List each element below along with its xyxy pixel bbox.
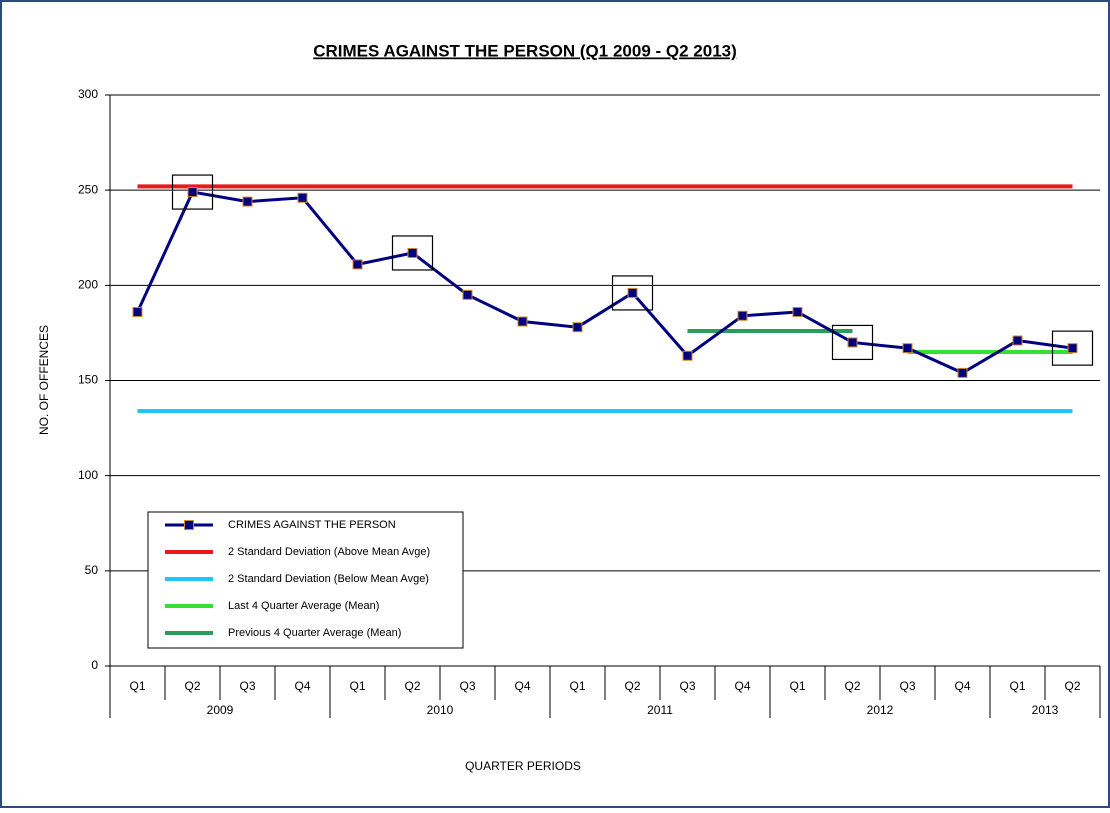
y-tick-label: 0 [91,658,98,672]
marker [627,287,638,298]
marker [462,289,473,300]
y-axis-label: NO. OF OFFENCES [37,325,51,435]
x-axis-label: QUARTER PERIODS [465,759,581,773]
marker [242,196,253,207]
x-tick-label: Q2 [844,679,860,693]
y-tick-label: 250 [78,182,98,196]
group-label: 2009 [207,703,234,717]
y-tick-label: 200 [78,278,98,292]
highlight-box [611,275,654,311]
legend-label: CRIMES AGAINST THE PERSON [228,519,396,531]
x-tick-label: Q3 [679,679,695,693]
y-tick-label: 100 [78,468,98,482]
x-tick-label: Q1 [349,679,365,693]
x-tick-label: Q2 [1064,679,1080,693]
series-line [136,190,1073,375]
x-tick-label: Q1 [789,679,805,693]
group-label: 2011 [647,703,673,717]
x-tick-label: Q1 [569,679,585,693]
highlight-box [171,174,214,210]
chart-title: CRIMES AGAINST THE PERSON (Q1 2009 - Q2 … [313,41,737,60]
highlight-box [391,235,434,271]
legend-label: Last 4 Quarter Average (Mean) [228,600,379,612]
marker [1067,343,1078,354]
legend-label: 2 Standard Deviation (Above Mean Avge) [228,546,430,558]
highlight-box [1051,330,1094,366]
legend-label: Previous 4 Quarter Average (Mean) [228,627,401,639]
marker [352,259,363,270]
marker [297,192,308,203]
group-label: 2013 [1032,703,1059,717]
group-label: 2010 [427,703,454,717]
y-tick-label: 300 [78,87,98,101]
marker [517,316,528,327]
x-tick-label: Q1 [129,679,145,693]
group-label: 2012 [867,703,894,717]
x-tick-label: Q2 [624,679,640,693]
marker [957,367,968,378]
marker [682,350,693,361]
x-tick-label: Q4 [294,679,310,693]
highlight-box [831,324,874,361]
x-tick-label: Q1 [1009,679,1025,693]
marker [1012,335,1023,346]
x-tick-label: Q3 [459,679,475,693]
x-tick-label: Q4 [514,679,530,693]
x-tick-label: Q4 [734,679,750,693]
y-tick-label: 50 [85,563,99,577]
marker [572,322,583,333]
x-tick-label: Q2 [184,679,200,693]
marker [187,187,198,198]
marker [132,306,143,317]
y-tick-label: 150 [78,373,98,387]
x-tick-label: Q2 [404,679,420,693]
legend-marker [184,520,194,530]
marker [737,310,748,321]
marker [902,343,913,354]
marker [847,337,858,348]
marker [792,306,803,317]
x-tick-label: Q3 [239,679,255,693]
marker [407,247,418,258]
x-tick-label: Q3 [899,679,915,693]
legend-label: 2 Standard Deviation (Below Mean Avge) [228,573,429,585]
x-tick-label: Q4 [954,679,970,693]
